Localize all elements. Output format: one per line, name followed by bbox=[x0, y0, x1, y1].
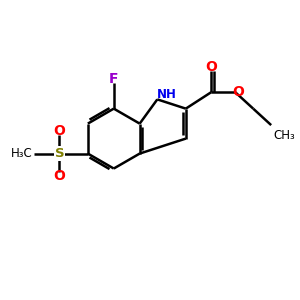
Text: O: O bbox=[205, 60, 217, 74]
Text: F: F bbox=[109, 72, 118, 86]
Text: H₃C: H₃C bbox=[11, 147, 32, 160]
Text: O: O bbox=[53, 169, 65, 183]
Text: O: O bbox=[233, 85, 244, 99]
Text: S: S bbox=[55, 147, 64, 160]
Text: NH: NH bbox=[157, 88, 176, 101]
Text: O: O bbox=[53, 124, 65, 138]
Text: CH₃: CH₃ bbox=[273, 128, 295, 142]
